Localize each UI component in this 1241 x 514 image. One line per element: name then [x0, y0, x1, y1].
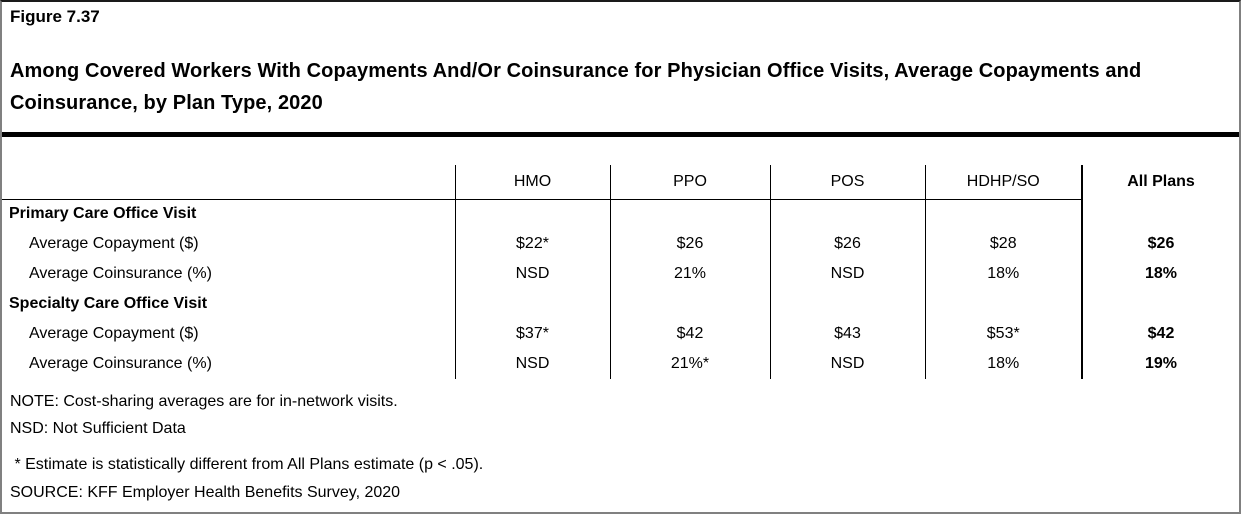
value-cell [609, 289, 770, 319]
value-cell: $42 [609, 319, 770, 349]
table-row-specialty-coinsurance: Average Coinsurance (%) NSD 21%* NSD 18%… [2, 349, 1239, 379]
value-cell: $53* [924, 319, 1082, 349]
value-cell: NSD [454, 259, 610, 289]
table-row-specialty-care: Specialty Care Office Visit [2, 289, 1239, 319]
value-cell [454, 289, 610, 319]
row-label: Specialty Care Office Visit [9, 295, 208, 312]
column-header-allplans: All Plans [1081, 165, 1239, 199]
value-cell: NSD [769, 349, 925, 379]
value-cell [924, 199, 1082, 229]
column-header-blank [2, 165, 455, 200]
value-cell [454, 199, 610, 229]
value-cell: $22* [454, 229, 610, 259]
table-row-primary-care: Primary Care Office Visit [2, 199, 1239, 229]
nsd-definition: NSD: Not Sufficient Data [10, 420, 186, 437]
source-note: SOURCE: KFF Employer Health Benefits Sur… [10, 484, 401, 501]
value-cell: 18% [924, 259, 1082, 289]
row-label: Primary Care Office Visit [9, 205, 197, 223]
row-label: Average Copayment ($) [29, 235, 199, 252]
note-line: NOTE: Cost-sharing averages are for in-n… [10, 393, 398, 410]
value-cell: 18% [1081, 259, 1239, 289]
column-header-ppo: PPO [609, 165, 770, 200]
value-cell: $26 [609, 229, 770, 259]
row-label: Average Copayment ($) [29, 325, 199, 342]
table-row-primary-coinsurance: Average Coinsurance (%) NSD 21% NSD 18% … [2, 259, 1239, 289]
value-cell [1081, 289, 1239, 319]
column-header-hdhpso: HDHP/SO [924, 165, 1082, 200]
title-divider [2, 132, 1239, 137]
value-cell: 21% [609, 259, 770, 289]
column-header-pos: POS [769, 165, 925, 200]
benefits-table: HMO PPO POS HDHP/SO All Plans Primary Ca… [2, 165, 1239, 379]
value-cell: $26 [769, 229, 925, 259]
value-cell: 19% [1081, 349, 1239, 379]
value-cell [609, 199, 770, 229]
value-cell [769, 199, 925, 229]
table-row-specialty-copayment: Average Copayment ($) $37* $42 $43 $53* … [2, 319, 1239, 349]
column-header-hmo: HMO [454, 165, 610, 200]
value-cell: $28 [924, 229, 1082, 259]
table-header-row: HMO PPO POS HDHP/SO All Plans [2, 165, 1239, 200]
value-cell: $42 [1081, 319, 1239, 349]
value-cell: 18% [924, 349, 1082, 379]
value-cell [1081, 199, 1239, 229]
row-label: Average Coinsurance (%) [29, 355, 212, 372]
value-cell: NSD [454, 349, 610, 379]
value-cell: $43 [769, 319, 925, 349]
table-row-primary-copayment: Average Copayment ($) $22* $26 $26 $28 $… [2, 229, 1239, 259]
figure-title: Among Covered Workers With Copayments An… [10, 60, 1142, 114]
asterisk-note: * Estimate is statistically different fr… [10, 456, 484, 473]
value-cell [769, 289, 925, 319]
row-label: Average Coinsurance (%) [29, 265, 212, 282]
value-cell: NSD [769, 259, 925, 289]
value-cell: $37* [454, 319, 610, 349]
value-cell [924, 289, 1082, 319]
value-cell: 21%* [609, 349, 770, 379]
figure-number: Figure 7.37 [10, 7, 100, 26]
value-cell: $26 [1081, 229, 1239, 259]
